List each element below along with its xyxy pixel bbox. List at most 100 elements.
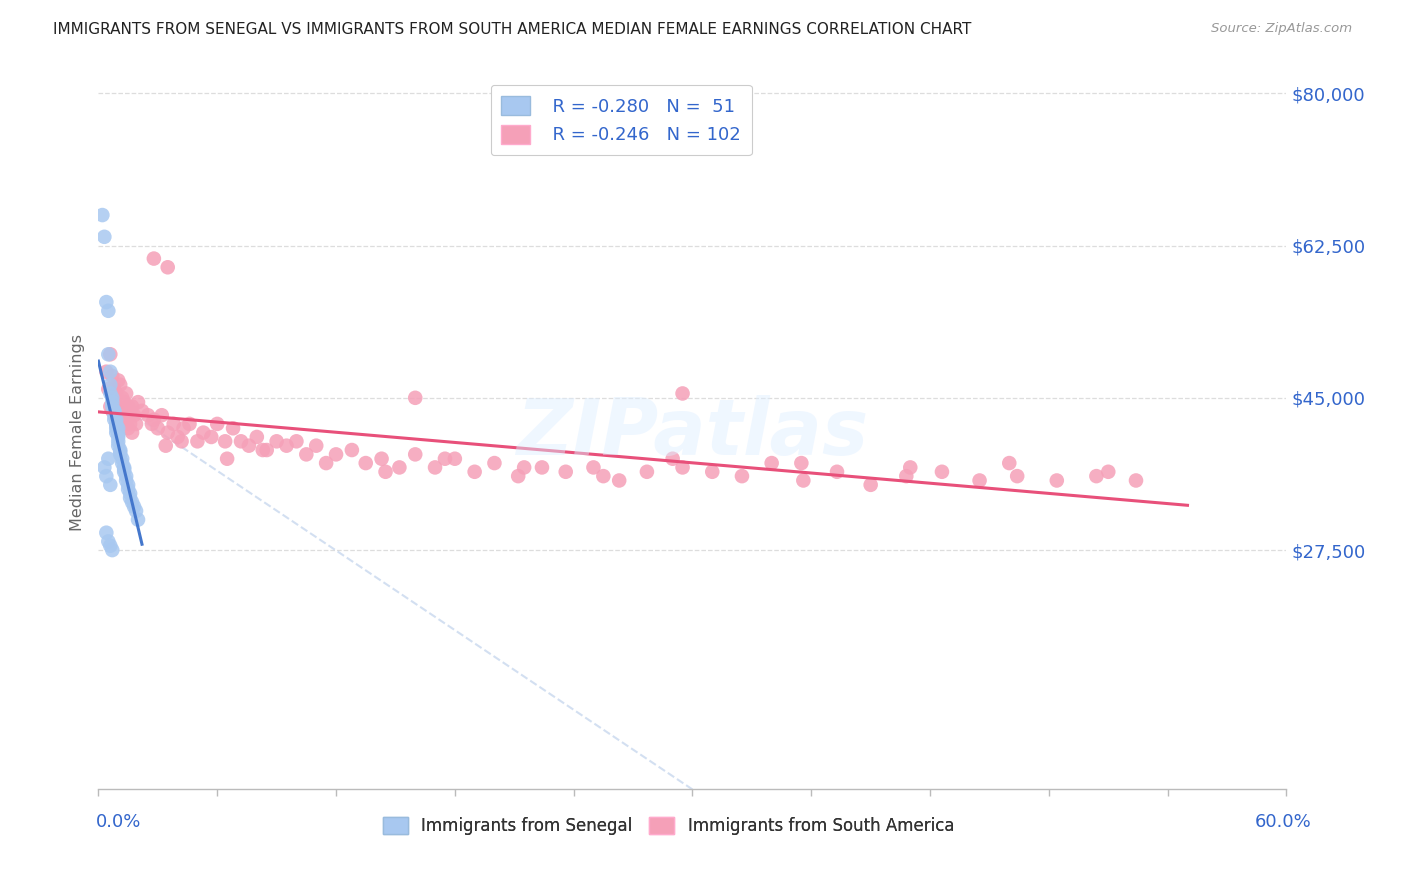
Point bbox=[671, 460, 693, 475]
Point bbox=[108, 444, 131, 458]
Point bbox=[112, 460, 135, 475]
Point bbox=[142, 412, 165, 426]
Point bbox=[120, 491, 142, 505]
Point bbox=[825, 465, 848, 479]
Point bbox=[96, 469, 118, 483]
Point bbox=[117, 478, 139, 492]
Point bbox=[115, 474, 138, 488]
Point bbox=[101, 395, 124, 409]
Point bbox=[103, 404, 125, 418]
Point bbox=[98, 539, 121, 553]
Text: 60.0%: 60.0% bbox=[1256, 813, 1312, 830]
Point bbox=[155, 439, 177, 453]
Point bbox=[731, 469, 754, 483]
Point bbox=[607, 474, 630, 488]
Text: Source: ZipAtlas.com: Source: ZipAtlas.com bbox=[1212, 22, 1353, 36]
Point bbox=[107, 400, 129, 414]
Point bbox=[121, 400, 143, 414]
Point bbox=[636, 465, 658, 479]
Point bbox=[97, 382, 120, 396]
Point bbox=[120, 486, 142, 500]
Point bbox=[93, 229, 115, 244]
Point bbox=[105, 386, 128, 401]
Point bbox=[388, 460, 411, 475]
Point bbox=[107, 434, 129, 449]
Point bbox=[464, 465, 486, 479]
Point bbox=[423, 460, 446, 475]
Point bbox=[111, 417, 134, 431]
Point bbox=[256, 443, 278, 458]
Point bbox=[96, 525, 118, 540]
Point bbox=[150, 408, 173, 422]
Point bbox=[121, 425, 143, 440]
Point bbox=[592, 469, 614, 483]
Point bbox=[246, 430, 269, 444]
Point bbox=[1085, 469, 1108, 483]
Point bbox=[107, 412, 129, 426]
Point bbox=[200, 430, 222, 444]
Text: IMMIGRANTS FROM SENEGAL VS IMMIGRANTS FROM SOUTH AMERICA MEDIAN FEMALE EARNINGS : IMMIGRANTS FROM SENEGAL VS IMMIGRANTS FR… bbox=[53, 22, 972, 37]
Point bbox=[325, 447, 347, 461]
Point bbox=[98, 347, 121, 361]
Point bbox=[107, 421, 129, 435]
Point bbox=[404, 391, 426, 405]
Point bbox=[98, 386, 121, 401]
Point bbox=[484, 456, 506, 470]
Point bbox=[1125, 474, 1147, 488]
Point bbox=[186, 434, 208, 449]
Y-axis label: Median Female Earnings: Median Female Earnings bbox=[69, 334, 84, 531]
Point bbox=[96, 365, 118, 379]
Point bbox=[1005, 469, 1028, 483]
Point bbox=[97, 303, 120, 318]
Point bbox=[214, 434, 236, 449]
Point bbox=[222, 421, 245, 435]
Point bbox=[97, 347, 120, 361]
Point bbox=[103, 404, 125, 418]
Point bbox=[1046, 474, 1069, 488]
Point bbox=[340, 443, 363, 458]
Point bbox=[146, 421, 169, 435]
Point bbox=[554, 465, 576, 479]
Point bbox=[101, 543, 124, 558]
Point bbox=[354, 456, 377, 470]
Point bbox=[107, 427, 129, 442]
Point bbox=[108, 377, 131, 392]
Point bbox=[103, 395, 125, 409]
Point bbox=[229, 434, 252, 449]
Point bbox=[792, 474, 814, 488]
Point bbox=[103, 412, 125, 426]
Point bbox=[101, 404, 124, 418]
Point bbox=[101, 391, 124, 405]
Point bbox=[513, 460, 536, 475]
Point bbox=[98, 365, 121, 379]
Point bbox=[93, 460, 115, 475]
Point bbox=[122, 500, 145, 514]
Point bbox=[790, 456, 813, 470]
Point bbox=[276, 439, 298, 453]
Point bbox=[91, 208, 114, 222]
Point bbox=[170, 434, 193, 449]
Point bbox=[120, 417, 142, 431]
Point bbox=[530, 460, 553, 475]
Point bbox=[142, 252, 165, 266]
Point bbox=[112, 395, 135, 409]
Point bbox=[107, 439, 129, 453]
Point bbox=[156, 260, 179, 275]
Text: ZIPatlas: ZIPatlas bbox=[516, 394, 869, 471]
Point bbox=[433, 451, 456, 466]
Point bbox=[173, 421, 195, 435]
Point bbox=[444, 451, 467, 466]
Point bbox=[105, 418, 128, 433]
Point bbox=[315, 456, 337, 470]
Point bbox=[111, 451, 134, 466]
Point bbox=[136, 408, 159, 422]
Point bbox=[156, 425, 179, 440]
Point bbox=[898, 460, 921, 475]
Point bbox=[108, 447, 131, 461]
Point bbox=[105, 408, 128, 422]
Point bbox=[404, 447, 426, 461]
Point bbox=[127, 395, 149, 409]
Point bbox=[105, 417, 128, 431]
Point bbox=[205, 417, 228, 431]
Point bbox=[931, 465, 953, 479]
